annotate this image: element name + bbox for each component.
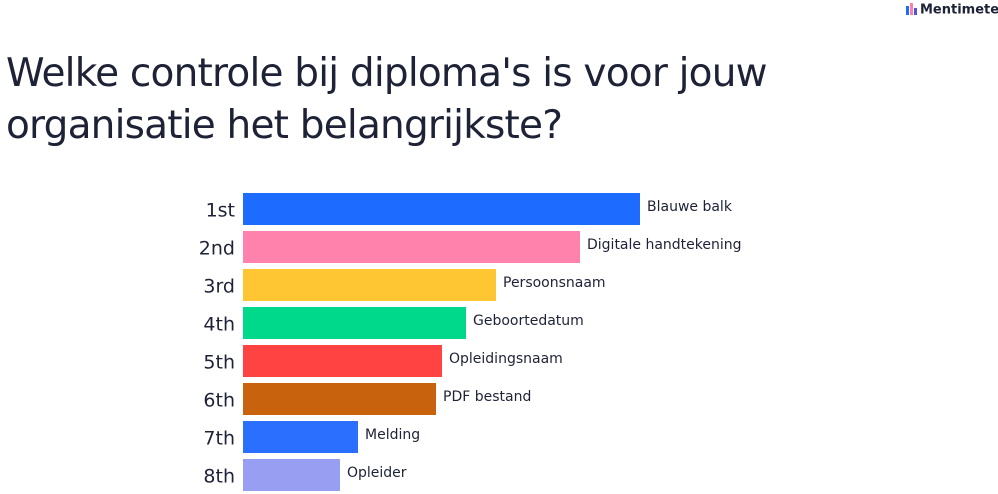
rank-label: 3rd (203, 276, 235, 298)
bar-label: Opleidingsnaam (449, 351, 563, 367)
bar-label: Geboortedatum (473, 313, 584, 329)
rank-label: 4th (203, 314, 235, 336)
rank-label: 2nd (199, 238, 235, 260)
rank-label: 6th (203, 390, 235, 412)
rank-label: 7th (203, 428, 235, 450)
bar-label: PDF bestand (443, 389, 531, 405)
brand: Mentimeter (920, 3, 998, 18)
title-line: Welke controle bij diploma's is voor jou… (6, 51, 767, 96)
bar (243, 231, 580, 263)
bar (243, 383, 436, 415)
bar (243, 193, 640, 225)
bar (243, 345, 442, 377)
bar (243, 459, 340, 491)
bar-label: Opleider (347, 465, 407, 481)
bar (243, 307, 466, 339)
rank-label: 1st (206, 200, 235, 222)
rank-label: 8th (203, 466, 235, 488)
bar (243, 421, 358, 453)
bar-label: Blauwe balk (647, 199, 733, 215)
bar (243, 269, 496, 301)
bar-label: Digitale handtekening (587, 237, 742, 253)
brand-logo (906, 3, 917, 15)
rank-label: 5th (203, 352, 235, 374)
bar-label: Persoonsnaam (503, 275, 606, 291)
bar-label: Melding (365, 427, 420, 443)
title-line: organisatie het belangrijkste? (6, 103, 562, 148)
